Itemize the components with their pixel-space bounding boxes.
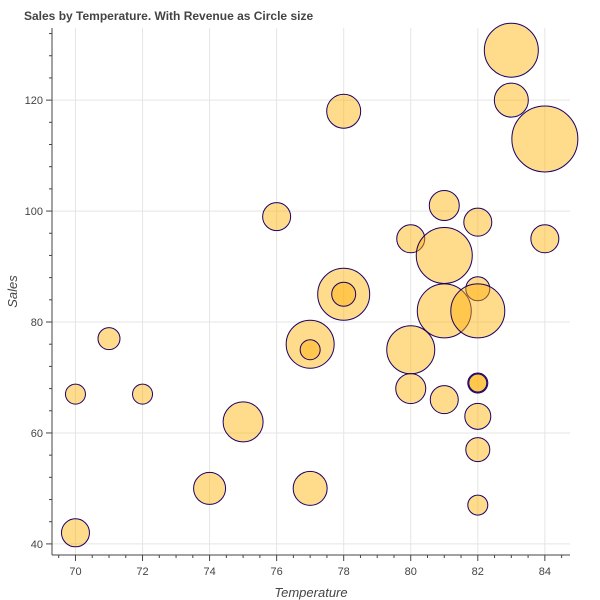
data-point[interactable] [292,470,328,506]
y-tick-label: 120 [25,95,43,107]
grid-lines [52,28,570,555]
data-point[interactable] [428,190,460,222]
data-point[interactable] [331,281,357,307]
data-point[interactable] [465,276,491,302]
data-point[interactable] [468,373,488,393]
data-point[interactable] [467,494,489,516]
data-point[interactable] [511,105,579,173]
y-tick-label: 80 [31,317,43,329]
data-point[interactable] [222,401,264,443]
chart-title: Sales by Temperature. With Revenue as Ci… [24,9,314,23]
data-point[interactable] [416,283,472,339]
data-point[interactable] [493,82,529,118]
y-axis-label: Sales [5,275,20,308]
data-point[interactable] [386,325,436,375]
y-tick-label: 40 [31,539,43,551]
x-tick-label: 82 [472,566,484,578]
data-point[interactable] [450,283,506,339]
y-tick-label: 60 [31,428,43,440]
data-point[interactable] [429,385,459,415]
x-tick-label: 70 [69,566,81,578]
data-point[interactable] [262,202,292,232]
data-point[interactable] [395,373,427,405]
data-point[interactable] [530,224,560,254]
x-tick-label: 76 [271,566,283,578]
data-point[interactable] [326,93,362,129]
data-point[interactable] [465,437,491,463]
data-point[interactable] [132,383,154,405]
data-point[interactable] [64,383,86,405]
x-tick-label: 84 [539,566,551,578]
x-tick-label: 74 [203,566,215,578]
data-point[interactable] [285,319,335,369]
data-point[interactable] [97,327,121,351]
data-point[interactable] [317,267,371,321]
data-points [60,22,579,548]
data-point[interactable] [467,372,489,394]
data-point[interactable] [415,226,473,284]
y-tick-label: 100 [25,206,43,218]
axes: 70 72 74 76 78 80 82 84 40 60 80 100 120 [25,28,570,578]
x-tick-label: 80 [405,566,417,578]
data-point[interactable] [193,471,227,505]
data-point[interactable] [463,207,493,237]
data-point[interactable] [464,402,492,430]
data-point[interactable] [483,22,539,78]
data-point[interactable] [299,339,321,361]
x-tick-label: 78 [338,566,350,578]
x-tick-label: 72 [136,566,148,578]
data-point[interactable] [60,518,90,548]
x-axis-label: Temperature [274,585,347,600]
